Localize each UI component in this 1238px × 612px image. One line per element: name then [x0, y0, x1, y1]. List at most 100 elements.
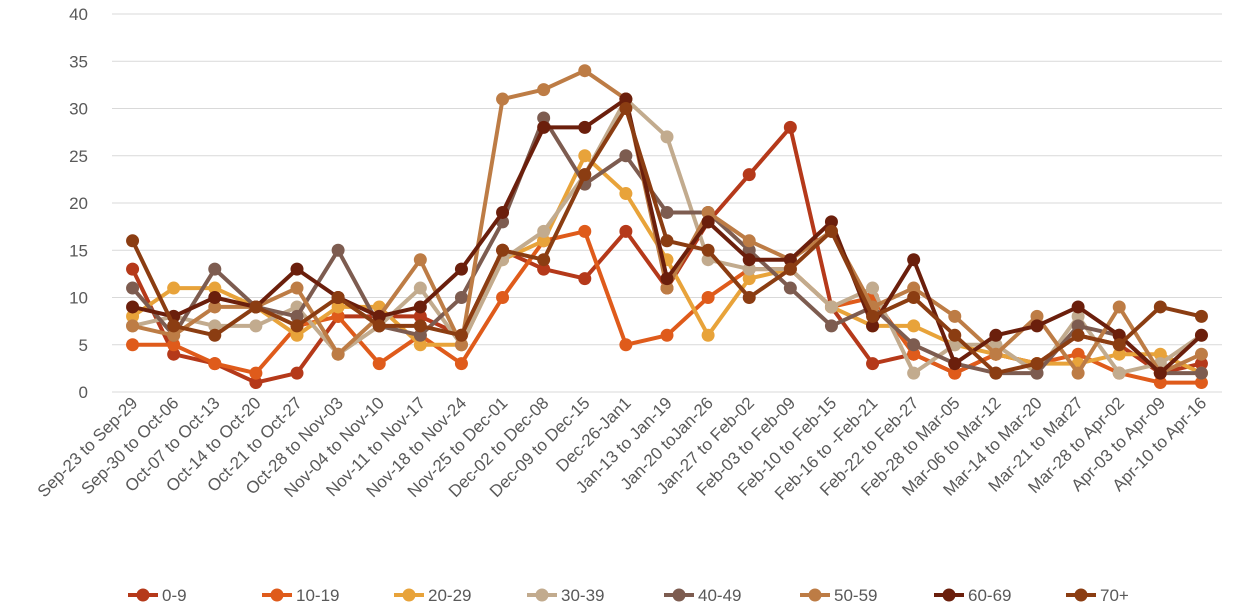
data-point [948, 309, 962, 323]
data-point [290, 309, 304, 323]
data-point [619, 224, 633, 238]
data-point [331, 347, 345, 361]
data-point [619, 92, 633, 106]
data-point [619, 102, 633, 115]
data-point [167, 338, 181, 352]
data-point [824, 319, 838, 333]
data-point [660, 272, 674, 286]
data-point [331, 243, 345, 257]
data-point [989, 338, 1003, 352]
data-point [1194, 366, 1208, 380]
data-point [413, 309, 427, 323]
data-point [701, 291, 715, 304]
data-point [989, 366, 1003, 380]
data-point [208, 300, 222, 314]
data-point [783, 120, 797, 134]
data-point [619, 338, 633, 352]
data-point [413, 319, 427, 333]
data-point [372, 357, 386, 371]
data-point [496, 92, 510, 106]
data-point [208, 291, 222, 304]
y-tick-label: 20 [69, 194, 88, 213]
legend-label: 40-49 [698, 586, 741, 605]
data-point [290, 366, 304, 380]
y-tick-label: 35 [69, 52, 88, 71]
data-point [1153, 300, 1167, 314]
legend-item-60-69: 60-69 [934, 586, 1011, 605]
data-point [742, 262, 756, 276]
data-point [167, 328, 181, 342]
data-point [989, 347, 1003, 361]
data-point [167, 319, 181, 333]
data-point [742, 291, 756, 304]
data-point [1153, 376, 1167, 390]
data-point [126, 281, 140, 295]
y-tick-label: 0 [79, 383, 88, 402]
data-point [907, 291, 921, 304]
data-point [660, 281, 674, 295]
data-point [1194, 347, 1208, 361]
data-point [578, 149, 592, 163]
data-point [1112, 366, 1126, 380]
data-point [742, 272, 756, 286]
data-point [1112, 347, 1126, 361]
data-point [496, 291, 510, 304]
legend-label: 70+ [1100, 586, 1129, 605]
legend-swatch-marker [270, 588, 284, 602]
data-point [907, 281, 921, 295]
legend-label: 30-39 [561, 586, 604, 605]
data-point [907, 366, 921, 380]
data-point [249, 300, 263, 314]
data-point [454, 291, 468, 304]
data-point [1071, 366, 1085, 380]
data-point [208, 357, 222, 371]
series-60-69 [126, 92, 1208, 380]
data-point [1030, 319, 1044, 333]
data-point [1071, 347, 1085, 361]
data-point [331, 309, 345, 323]
data-point [1194, 328, 1208, 342]
y-tick-label: 30 [69, 100, 88, 119]
legend-swatch-marker [808, 588, 822, 602]
data-point [126, 309, 140, 323]
data-point [619, 149, 633, 163]
legend-item-40-49: 40-49 [664, 586, 741, 605]
data-point [619, 187, 633, 201]
data-point [701, 243, 715, 257]
data-point [1071, 300, 1085, 314]
legend-item-0-9: 0-9 [128, 586, 187, 605]
data-point [454, 262, 468, 276]
data-point [413, 281, 427, 295]
data-point [783, 281, 797, 295]
data-point [783, 253, 797, 267]
legend-label: 20-29 [428, 586, 471, 605]
data-point [372, 309, 386, 323]
data-point [1153, 366, 1167, 380]
data-point [496, 243, 510, 257]
data-point [1030, 309, 1044, 323]
data-point [701, 328, 715, 342]
data-point [167, 347, 181, 361]
data-point [866, 319, 880, 333]
data-point [413, 253, 427, 267]
legend-item-20-29: 20-29 [394, 586, 471, 605]
data-point [413, 300, 427, 314]
data-point [537, 253, 551, 267]
data-point [537, 111, 551, 125]
series-70+ [126, 102, 1208, 380]
data-point [742, 253, 756, 267]
data-point [783, 262, 797, 276]
legend-item-30-39: 30-39 [527, 586, 604, 605]
legend-item-70+: 70+ [1066, 586, 1129, 605]
legend-swatch-marker [402, 588, 416, 602]
data-point [742, 168, 756, 182]
data-point [989, 328, 1003, 342]
data-point [537, 83, 551, 97]
series-lines [126, 64, 1208, 390]
data-point [537, 262, 551, 276]
y-tick-label: 10 [69, 289, 88, 308]
data-point [208, 281, 222, 295]
legend-swatch-marker [672, 588, 686, 602]
gridlines [112, 13, 1222, 393]
